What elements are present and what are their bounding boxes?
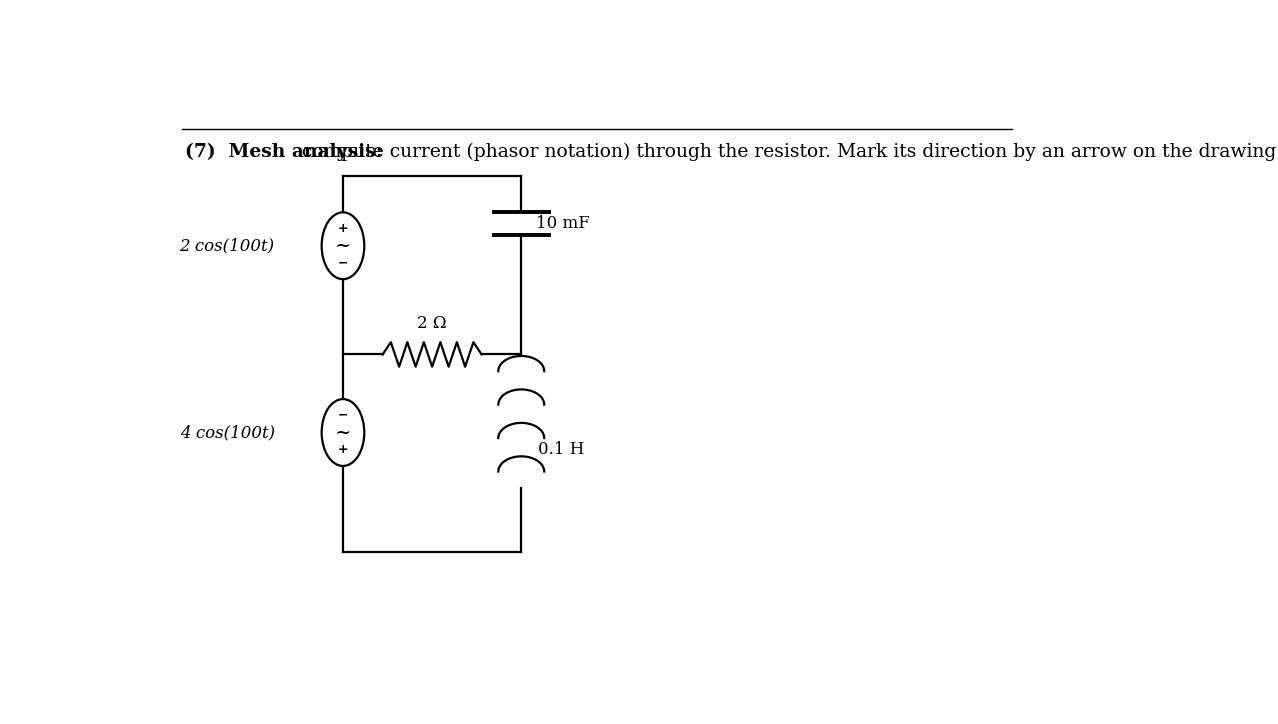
Text: 2 Ω: 2 Ω xyxy=(418,315,447,332)
Text: 2 cos(100t): 2 cos(100t) xyxy=(179,237,275,254)
Text: 10 mF: 10 mF xyxy=(537,215,590,232)
Text: 0.1 H: 0.1 H xyxy=(538,441,584,458)
Text: ~: ~ xyxy=(335,237,351,255)
Text: 4 cos(100t): 4 cos(100t) xyxy=(179,424,275,441)
Text: (7)  Mesh analysis:: (7) Mesh analysis: xyxy=(184,143,382,161)
Text: −: − xyxy=(337,408,348,421)
Text: compute current (phasor notation) through the resistor. Mark its direction by an: compute current (phasor notation) throug… xyxy=(296,143,1278,161)
Text: ~: ~ xyxy=(335,424,351,442)
Ellipse shape xyxy=(322,399,364,466)
Text: +: + xyxy=(337,222,349,235)
Text: −: − xyxy=(337,256,348,269)
Ellipse shape xyxy=(322,212,364,279)
Text: +: + xyxy=(337,443,349,456)
